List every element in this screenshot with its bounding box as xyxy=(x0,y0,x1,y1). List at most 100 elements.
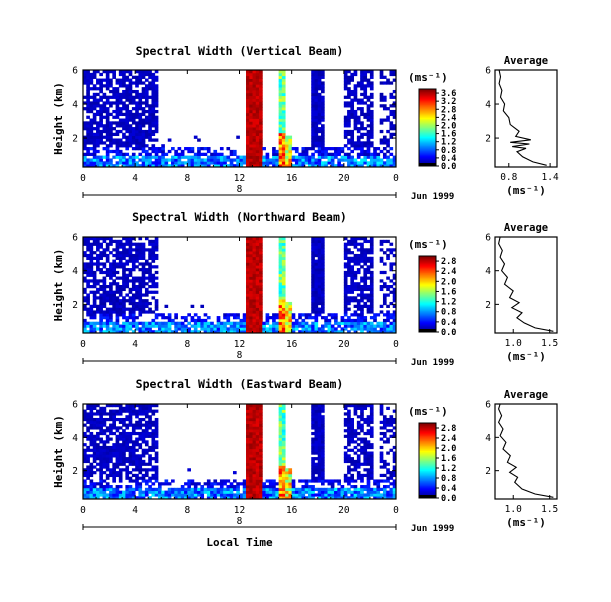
heatmap-cell xyxy=(275,321,280,325)
colorbar-frame xyxy=(418,88,437,167)
heatmap-cell xyxy=(255,256,260,260)
heatmap-cell xyxy=(379,72,384,77)
heatmap-cell xyxy=(148,431,152,436)
heatmap-cell xyxy=(363,420,368,424)
heatmap-cell xyxy=(167,318,172,323)
heatmap-cell xyxy=(219,321,224,325)
heatmap-cell xyxy=(229,496,234,500)
heatmap-cell xyxy=(386,138,390,142)
heatmap-cell xyxy=(278,70,283,74)
heatmap-cell xyxy=(200,493,205,497)
heatmap-cell xyxy=(281,445,286,450)
heatmap-cell xyxy=(83,262,87,266)
heatmap-cell xyxy=(369,487,374,492)
heatmap-cell xyxy=(92,121,97,125)
colorbar-unit: (ms⁻¹) xyxy=(408,71,448,84)
y-tick-label: 2 xyxy=(72,466,78,477)
heatmap-cell xyxy=(83,144,87,148)
heatmap-cell xyxy=(246,118,250,122)
heatmap-cell xyxy=(164,496,169,500)
heatmap-cell xyxy=(379,451,384,455)
heatmap-cell xyxy=(343,304,348,308)
heatmap-cell xyxy=(122,70,126,74)
heatmap-cell xyxy=(216,493,221,497)
heatmap-cell xyxy=(252,482,257,486)
heatmap-cell xyxy=(278,248,283,252)
colorbar-tick-label: 2.0 xyxy=(441,277,456,287)
heatmap-cell xyxy=(242,316,247,320)
heatmap-cell xyxy=(249,253,253,258)
heatmap-cell xyxy=(268,158,273,162)
heatmap-cell xyxy=(105,412,110,416)
heatmap-cell xyxy=(141,299,146,303)
heatmap-cell xyxy=(288,468,293,472)
heatmap-cell xyxy=(135,251,139,255)
heatmap-cell xyxy=(99,316,103,320)
heatmap-cell xyxy=(96,321,100,325)
heatmap-cell xyxy=(366,324,371,328)
heatmap-cell xyxy=(317,273,322,277)
colorbar-segment xyxy=(419,449,436,451)
heatmap-cell xyxy=(369,434,374,438)
heatmap-cell xyxy=(148,321,152,325)
heatmap-cell xyxy=(255,493,260,497)
heatmap-cell xyxy=(246,98,250,102)
heatmap-cell xyxy=(122,462,126,466)
heatmap-cell xyxy=(386,316,390,320)
heatmap-cell xyxy=(356,316,361,320)
heatmap-cell xyxy=(252,121,257,125)
heatmap-cell xyxy=(203,161,208,165)
heatmap-cell xyxy=(246,457,250,461)
heatmap-cell xyxy=(246,406,250,410)
heatmap-cell xyxy=(171,321,175,325)
heatmap-cell xyxy=(128,84,133,88)
heatmap-cell xyxy=(144,479,149,483)
heatmap-cell xyxy=(223,321,227,325)
heatmap-cell xyxy=(99,459,103,464)
heatmap-cell xyxy=(311,75,315,79)
heatmap-cell xyxy=(272,316,276,320)
heatmap-cell xyxy=(148,127,152,131)
heatmap-cell xyxy=(249,132,253,137)
heatmap-cell xyxy=(141,92,146,97)
heatmap-cell xyxy=(154,248,159,252)
heatmap-cell xyxy=(311,78,315,82)
heatmap-cell xyxy=(389,423,394,427)
heatmap-cell xyxy=(122,299,126,303)
heatmap-cell xyxy=(314,465,319,469)
heatmap-cell xyxy=(249,270,253,275)
heatmap-cell xyxy=(369,276,374,280)
heatmap-cell xyxy=(115,451,120,455)
heatmap-cell xyxy=(363,253,368,258)
heatmap-cell xyxy=(102,127,107,131)
heatmap-cell xyxy=(125,104,130,108)
heatmap-cell xyxy=(281,417,286,422)
heatmap-cell xyxy=(154,95,159,99)
heatmap-cell xyxy=(275,316,280,320)
heatmap-cell xyxy=(392,293,397,297)
heatmap-cell xyxy=(281,330,286,334)
heatmap-cell xyxy=(321,473,325,478)
heatmap-cell xyxy=(131,487,136,492)
heatmap-cell xyxy=(154,78,159,82)
heatmap-cell xyxy=(99,406,103,410)
heatmap-cell xyxy=(138,327,143,331)
heatmap-cell xyxy=(109,273,113,277)
heatmap-cell xyxy=(360,84,364,88)
heatmap-cell xyxy=(255,496,260,500)
heatmap-cell xyxy=(334,496,338,500)
heatmap-cell xyxy=(288,321,293,325)
heatmap-cell xyxy=(291,482,296,486)
heatmap-cell xyxy=(197,487,201,492)
heatmap-cell xyxy=(161,149,165,154)
heatmap-cell xyxy=(314,115,319,119)
heatmap-cell xyxy=(223,330,227,334)
heatmap-cell xyxy=(389,330,394,334)
heatmap-cell xyxy=(360,87,364,91)
heatmap-cell xyxy=(363,454,368,458)
heatmap-cell xyxy=(105,101,110,105)
heatmap-cell xyxy=(86,299,90,303)
heatmap-cell xyxy=(125,92,130,97)
heatmap-cell xyxy=(105,476,110,480)
heatmap-cell xyxy=(102,412,107,416)
